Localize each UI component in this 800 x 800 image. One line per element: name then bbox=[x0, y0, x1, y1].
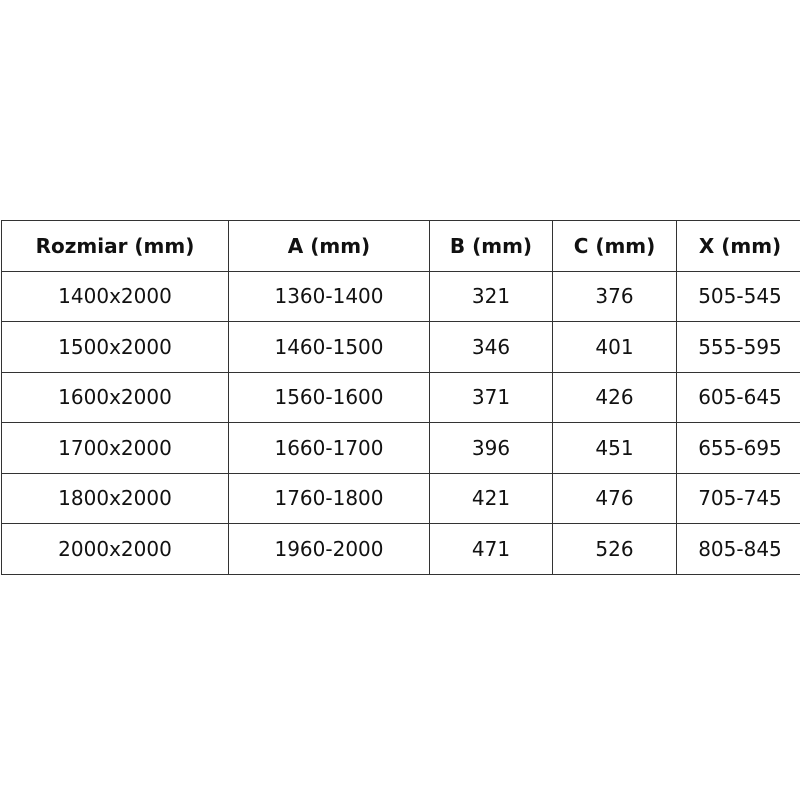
table-row: 1400x2000 1360-1400 321 376 505-545 bbox=[1, 270, 800, 322]
cell-x: 705-745 bbox=[676, 472, 800, 524]
cell-a: 1660-1700 bbox=[228, 422, 430, 474]
cell-rozmiar: 1500x2000 bbox=[1, 321, 229, 373]
cell-x: 655-695 bbox=[676, 422, 800, 474]
table-row: 1500x2000 1460-1500 346 401 555-595 bbox=[1, 321, 800, 373]
cell-rozmiar: 1700x2000 bbox=[1, 422, 229, 474]
cell-rozmiar: 1600x2000 bbox=[1, 371, 229, 423]
cell-a: 1960-2000 bbox=[228, 523, 430, 575]
cell-c: 426 bbox=[552, 371, 677, 423]
cell-a: 1760-1800 bbox=[228, 472, 430, 524]
cell-b: 371 bbox=[429, 371, 553, 423]
header-rozmiar: Rozmiar (mm) bbox=[1, 220, 229, 272]
header-x: X (mm) bbox=[676, 220, 800, 272]
header-b: B (mm) bbox=[429, 220, 553, 272]
table-row: 2000x2000 1960-2000 471 526 805-845 bbox=[1, 523, 800, 575]
table-row: 1700x2000 1660-1700 396 451 655-695 bbox=[1, 422, 800, 474]
cell-b: 421 bbox=[429, 472, 553, 524]
cell-c: 526 bbox=[552, 523, 677, 575]
cell-x: 805-845 bbox=[676, 523, 800, 575]
cell-a: 1460-1500 bbox=[228, 321, 430, 373]
cell-c: 476 bbox=[552, 472, 677, 524]
cell-b: 321 bbox=[429, 270, 553, 322]
cell-c: 376 bbox=[552, 270, 677, 322]
cell-c: 401 bbox=[552, 321, 677, 373]
cell-rozmiar: 2000x2000 bbox=[1, 523, 229, 575]
cell-x: 505-545 bbox=[676, 270, 800, 322]
cell-a: 1560-1600 bbox=[228, 371, 430, 423]
cell-rozmiar: 1800x2000 bbox=[1, 472, 229, 524]
header-a: A (mm) bbox=[228, 220, 430, 272]
cell-x: 555-595 bbox=[676, 321, 800, 373]
dimensions-table: Rozmiar (mm) A (mm) B (mm) C (mm) X (mm)… bbox=[1, 220, 800, 575]
table-row: 1600x2000 1560-1600 371 426 605-645 bbox=[1, 371, 800, 423]
cell-x: 605-645 bbox=[676, 371, 800, 423]
cell-a: 1360-1400 bbox=[228, 270, 430, 322]
cell-rozmiar: 1400x2000 bbox=[1, 270, 229, 322]
cell-b: 471 bbox=[429, 523, 553, 575]
cell-c: 451 bbox=[552, 422, 677, 474]
header-row: Rozmiar (mm) A (mm) B (mm) C (mm) X (mm) bbox=[1, 220, 800, 272]
header-c: C (mm) bbox=[552, 220, 677, 272]
table-row: 1800x2000 1760-1800 421 476 705-745 bbox=[1, 472, 800, 524]
cell-b: 396 bbox=[429, 422, 553, 474]
cell-b: 346 bbox=[429, 321, 553, 373]
